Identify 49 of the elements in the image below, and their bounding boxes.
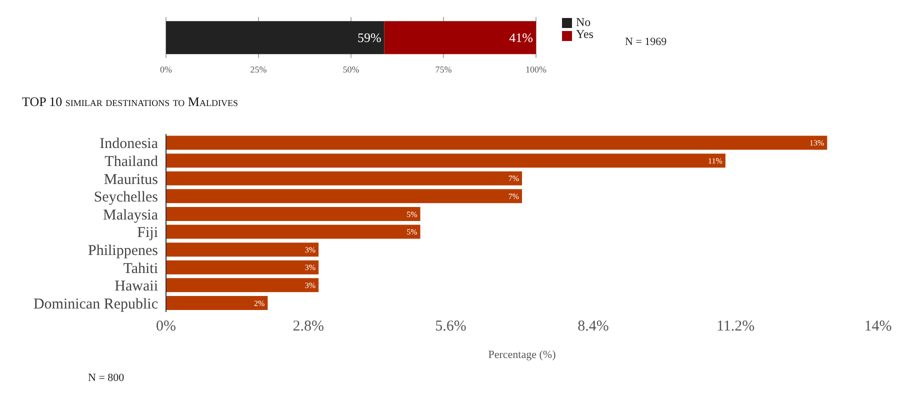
y-tick-label: Seychelles [94, 190, 158, 206]
x-tick-label: 14% [864, 318, 892, 335]
x-tick-label: 2.8% [292, 318, 324, 335]
data-label: 3% [304, 280, 316, 290]
y-tick-label: Fiji [137, 225, 158, 242]
bar [166, 136, 828, 150]
legend-label: No [576, 15, 591, 29]
chart-title: TOP 10 similar destinations to Maldives [22, 94, 238, 110]
x-tick-label: 75% [435, 64, 452, 74]
y-tick-label: Indonesia [100, 136, 158, 152]
bar [166, 260, 319, 274]
data-label: 3% [304, 245, 316, 254]
bar [166, 224, 420, 239]
bar [166, 278, 319, 292]
data-label: 5% [406, 210, 418, 219]
data-label: 11% [708, 156, 723, 166]
x-tick-label: 11.2% [716, 318, 755, 335]
bar [166, 296, 268, 310]
y-tick-label: Mauritus [104, 172, 158, 188]
y-tick-label: Hawaii [114, 278, 158, 295]
bar [166, 189, 522, 204]
data-label: 5% [406, 228, 418, 237]
data-label: 7% [508, 192, 520, 201]
bar [166, 242, 319, 257]
text: N = 800 [88, 372, 124, 384]
x-tick-label: 0% [160, 64, 172, 74]
x-tick-label: 5.6% [435, 318, 466, 335]
legend-label: Yes [576, 27, 594, 42]
y-tick-label: Malaysia [103, 207, 158, 224]
bar [166, 154, 726, 168]
bar [166, 171, 522, 186]
data-label: 41% [509, 30, 534, 46]
y-tick-label: Thailand [104, 154, 158, 170]
data-label: 7% [508, 174, 520, 184]
data-label: 13% [809, 138, 824, 148]
x-tick-label: 25% [250, 64, 268, 74]
y-tick-label: Dominican Republic [33, 296, 158, 312]
y-tick-label: Philippenes [88, 243, 158, 260]
text: N = 1969 [625, 36, 667, 48]
data-label: 2% [254, 298, 266, 308]
x-tick-label: 50% [342, 64, 360, 74]
data-label: 59% [357, 30, 382, 46]
x-tick-label: 100% [526, 64, 547, 74]
x-tick-label: 8.4% [578, 318, 609, 335]
y-tick-label: Tahiti [123, 260, 158, 277]
bar [166, 206, 420, 221]
data-label: 3% [304, 263, 316, 272]
x-tick-label: 0% [156, 318, 176, 335]
x-axis-title: Percentage (%) [488, 349, 556, 361]
